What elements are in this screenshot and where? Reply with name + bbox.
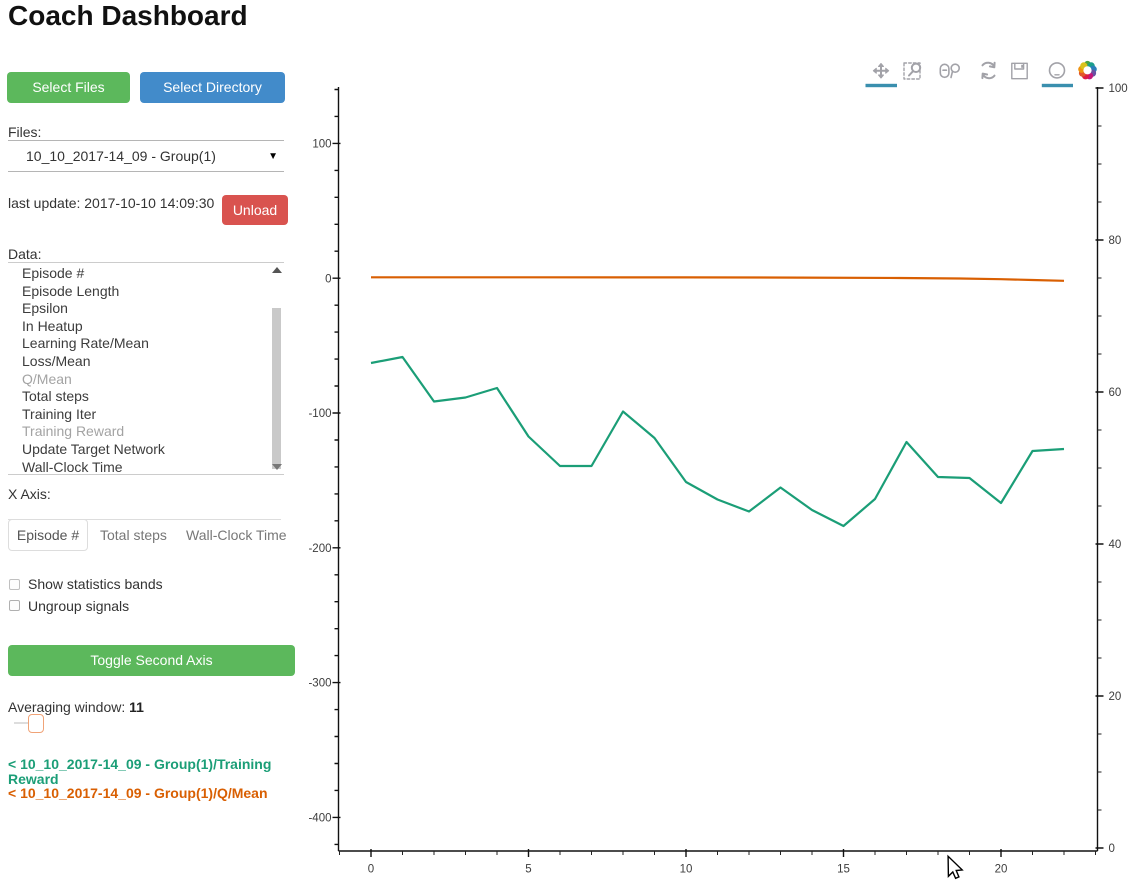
svg-text:0: 0 (1109, 843, 1115, 855)
svg-text:-300: -300 (308, 678, 331, 690)
svg-text:5: 5 (525, 864, 531, 876)
svg-text:60: 60 (1109, 387, 1122, 399)
svg-text:0: 0 (325, 273, 331, 285)
svg-text:10: 10 (680, 864, 693, 876)
svg-text:-100: -100 (308, 408, 331, 420)
svg-text:-200: -200 (308, 543, 331, 555)
svg-text:20: 20 (995, 864, 1008, 876)
svg-text:100: 100 (1109, 83, 1128, 95)
svg-text:-400: -400 (308, 813, 331, 825)
svg-text:15: 15 (837, 864, 850, 876)
svg-text:20: 20 (1109, 691, 1122, 703)
svg-text:100: 100 (312, 139, 331, 151)
svg-text:40: 40 (1109, 539, 1122, 551)
svg-text:0: 0 (368, 864, 374, 876)
svg-text:80: 80 (1109, 235, 1122, 247)
